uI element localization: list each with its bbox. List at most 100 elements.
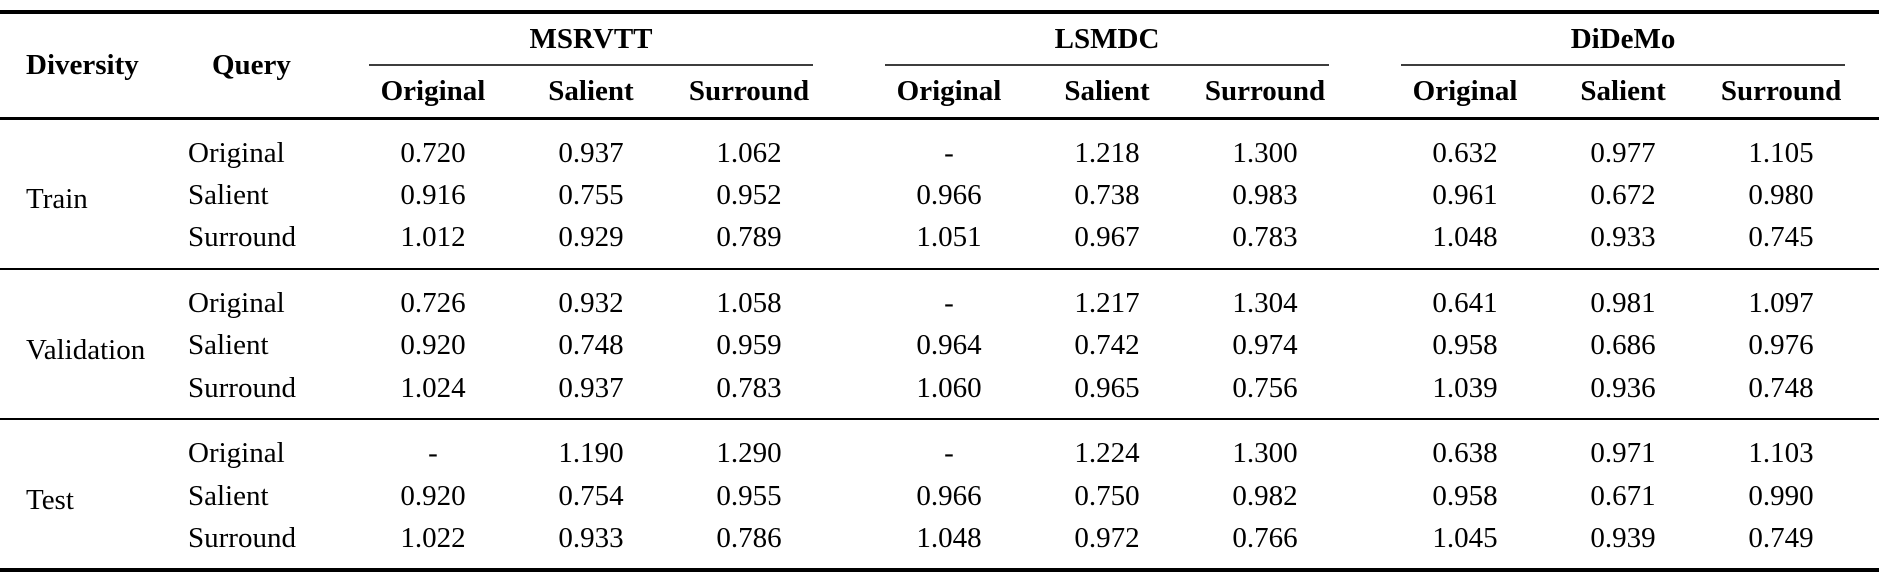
value-cell: 0.977	[1590, 136, 1656, 169]
column-spacer	[828, 475, 870, 517]
value-cell: 0.958	[1432, 479, 1498, 512]
value-cell: 1.290	[716, 437, 782, 470]
subcolumn-header-row: Original Salient Surround Original Salie…	[0, 66, 1879, 118]
column-spacer	[1344, 118, 1386, 174]
subcolumn-header: Original	[1412, 75, 1518, 108]
value-cell: 0.748	[558, 329, 624, 362]
diversity-cell: Train	[26, 183, 88, 216]
group-label: LSMDC	[1054, 22, 1160, 55]
value-cell: 0.755	[558, 178, 624, 211]
value-cell: 0.748	[1748, 371, 1814, 404]
subcolumn-header: Original	[380, 75, 486, 108]
value-cell: 0.939	[1590, 522, 1656, 554]
value-cell: 0.976	[1748, 329, 1814, 362]
diversity-cell: Validation	[26, 333, 146, 366]
value-cell: 0.783	[1232, 221, 1298, 254]
value-cell: 0.937	[558, 371, 624, 404]
column-spacer	[1860, 12, 1879, 118]
value-cell: 1.058	[716, 286, 782, 319]
query-cell: Salient	[188, 479, 269, 512]
column-spacer	[1344, 475, 1386, 517]
value-cell: 0.982	[1232, 479, 1298, 512]
subcolumn-header: Surround	[1720, 75, 1842, 108]
value-cell: 0.932	[558, 286, 624, 319]
value-cell: 0.974	[1232, 329, 1298, 362]
value-cell: 0.983	[1232, 178, 1298, 211]
value-cell: 1.048	[916, 522, 982, 554]
query-cell: Original	[188, 136, 285, 169]
value-cell: 0.786	[716, 522, 782, 554]
value-cell: 0.766	[1232, 522, 1298, 554]
value-cell: 1.105	[1748, 136, 1814, 169]
value-cell: 1.300	[1232, 136, 1298, 169]
value-cell: 0.937	[558, 136, 624, 169]
column-spacer	[828, 324, 870, 366]
group-label: DiDeMo	[1570, 22, 1676, 55]
value-cell: 1.217	[1074, 286, 1140, 319]
column-spacer	[828, 12, 870, 118]
group-underline: MSRVTT	[369, 20, 814, 66]
value-cell: 0.672	[1590, 178, 1656, 211]
column-spacer	[1860, 269, 1879, 324]
value-cell: 0.933	[1590, 221, 1656, 254]
column-spacer	[1860, 118, 1879, 174]
column-spacer	[1860, 324, 1879, 366]
column-header-query: Query	[212, 49, 291, 82]
table-row: Validation Original 0.726 0.932 1.058 - 1.217 1…	[0, 269, 1879, 365]
column-spacer	[1344, 269, 1386, 324]
value-cell: 1.190	[558, 437, 624, 470]
value-cell: 0.936	[1590, 371, 1656, 404]
column-spacer	[828, 269, 870, 324]
value-cell: 0.745	[1748, 221, 1814, 254]
value-cell: 0.920	[400, 329, 466, 362]
table-section: Train Original 0.720 0.937 1.062 - 1.218 1.300 0…	[0, 118, 1879, 269]
query-cell: Surround	[188, 221, 296, 254]
subcolumn-header: Salient	[548, 75, 634, 108]
value-cell: 1.024	[400, 371, 466, 404]
value-cell: 0.971	[1590, 437, 1656, 470]
value-cell: 0.980	[1748, 178, 1814, 211]
column-spacer	[1344, 419, 1386, 474]
value-cell: -	[944, 437, 954, 470]
value-cell: 1.051	[916, 221, 982, 254]
column-spacer	[1344, 216, 1386, 268]
diversity-cell: Test	[26, 484, 74, 517]
value-cell: 1.060	[916, 371, 982, 404]
value-cell: 0.981	[1590, 286, 1656, 319]
value-cell: 1.039	[1432, 371, 1498, 404]
column-spacer	[828, 419, 870, 474]
value-cell: 1.224	[1074, 437, 1140, 470]
column-spacer	[1860, 517, 1879, 570]
value-cell: 1.218	[1074, 136, 1140, 169]
value-cell: 1.062	[716, 136, 782, 169]
value-cell: 0.686	[1590, 329, 1656, 362]
value-cell: 0.720	[400, 136, 466, 169]
value-cell: 1.304	[1232, 286, 1298, 319]
column-spacer	[1344, 324, 1386, 366]
value-cell: -	[428, 437, 438, 470]
column-spacer	[828, 367, 870, 419]
value-cell: 0.749	[1748, 522, 1814, 554]
value-cell: 0.638	[1432, 437, 1498, 470]
query-cell: Surround	[188, 522, 296, 554]
query-cell: Surround	[188, 371, 296, 404]
value-cell: 1.012	[400, 221, 466, 254]
table-row: Salient 0.916 0.755 0.952 0.966 0.738 0.983 0.9…	[0, 174, 1879, 216]
query-cell: Original	[188, 437, 285, 470]
group-header-lsmdc: LSMDC	[870, 12, 1344, 66]
value-cell: 0.726	[400, 286, 466, 319]
value-cell: -	[944, 286, 954, 319]
value-cell: 0.964	[916, 329, 982, 362]
table-row: Train Original 0.720 0.937 1.062 - 1.218 1.300 0…	[0, 118, 1879, 214]
table-row: Surround 1.024 0.937 0.783 1.060 0.965 0.756 1.…	[0, 367, 1879, 419]
value-cell: 0.933	[558, 522, 624, 554]
column-spacer	[828, 174, 870, 216]
value-cell: 0.756	[1232, 371, 1298, 404]
group-underline: LSMDC	[885, 20, 1330, 66]
column-spacer	[1344, 174, 1386, 216]
column-spacer	[828, 216, 870, 268]
column-spacer	[1344, 367, 1386, 419]
value-cell: 0.965	[1074, 371, 1140, 404]
value-cell: 0.742	[1074, 329, 1140, 362]
